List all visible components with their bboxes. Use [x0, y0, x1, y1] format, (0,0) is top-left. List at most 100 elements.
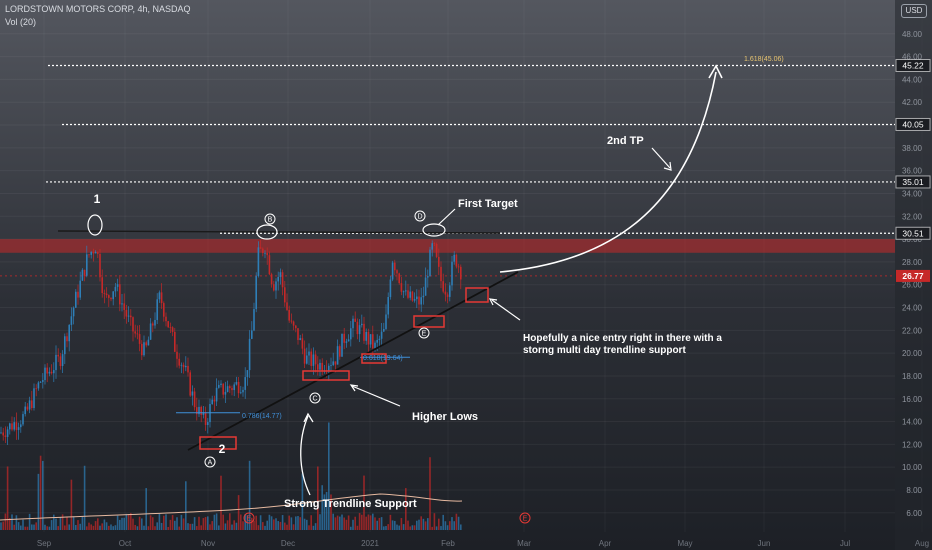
volume-bar — [440, 526, 442, 530]
candle-body — [136, 333, 139, 335]
volume-bar — [257, 525, 260, 530]
candle-body — [255, 276, 257, 310]
drawings — [57, 64, 723, 496]
volume-bar — [66, 516, 68, 530]
y-tick-label: 20.00 — [902, 349, 923, 358]
volume-bar — [48, 526, 51, 530]
candle-body — [372, 334, 374, 349]
volume-bar — [64, 525, 66, 530]
candle-body — [185, 365, 187, 368]
candle-body — [79, 280, 81, 298]
candle-body — [240, 392, 242, 394]
volume-bar — [147, 526, 150, 530]
candle-body — [169, 327, 172, 329]
wave-top-circle — [256, 224, 278, 240]
volume-bar — [127, 514, 130, 530]
volume-bar — [134, 524, 136, 530]
candle-body — [64, 336, 66, 355]
candle-body — [268, 255, 271, 275]
candle-body — [275, 281, 277, 291]
candle-body — [160, 292, 163, 304]
volume-bar — [193, 517, 196, 530]
candle-body — [17, 427, 20, 430]
volume-bar — [295, 516, 297, 530]
volume-bar — [354, 516, 356, 530]
volume-bar — [306, 519, 308, 530]
candle-body — [4, 435, 7, 437]
volume-bar — [290, 517, 293, 530]
resistance-zone-band — [0, 239, 895, 253]
candle-body — [455, 254, 458, 267]
candle-body — [341, 333, 343, 357]
time-axis[interactable]: Sep Oct Nov Dec 2021 Feb Mar Apr May Jun Jul Aug — [37, 539, 929, 548]
volume-bar — [83, 465, 86, 530]
candle-body — [88, 254, 90, 256]
volume-bar — [22, 519, 24, 530]
y-tick-label: 6.00 — [906, 509, 922, 518]
candle-body — [105, 293, 108, 296]
volume-bar — [435, 526, 438, 530]
entry-box — [302, 370, 350, 381]
volume-bar — [226, 520, 229, 530]
volume-bar — [310, 515, 312, 530]
volume-bar — [427, 518, 429, 530]
y-tick-label: 46.00 — [902, 53, 923, 62]
volume-bar — [79, 523, 81, 530]
volume-bar — [405, 488, 407, 530]
volume-bar — [33, 524, 35, 530]
candle-body — [55, 354, 57, 371]
candle-body — [431, 243, 433, 250]
y-tick-label: 10.00 — [902, 463, 923, 472]
currency-badge[interactable]: USD — [901, 4, 927, 18]
volume-bar — [345, 519, 348, 530]
volume-bar — [292, 524, 295, 530]
volume-bar — [312, 525, 315, 530]
chart-title: LORDSTOWN MOTORS CORP, 4h, NASDAQ — [5, 4, 191, 14]
volume-bar — [365, 516, 367, 530]
volume-bar — [138, 516, 141, 530]
volume-bar — [281, 515, 284, 530]
volume-bar — [35, 522, 37, 530]
y-tick-label: 18.00 — [902, 372, 923, 381]
x-tick-label: Jun — [758, 539, 771, 548]
volume-bar — [367, 514, 370, 530]
volume-bar — [121, 517, 123, 530]
volume-bar — [319, 514, 321, 530]
candle-body — [182, 364, 185, 368]
candle-body — [180, 364, 183, 366]
volume-bar — [105, 522, 108, 530]
volume-bar — [180, 514, 183, 530]
volume-bar — [99, 525, 101, 530]
annotation-strong-trendline: Strong Trendline Support — [284, 498, 417, 510]
volume-bar — [444, 521, 447, 530]
candle-body — [211, 399, 213, 405]
volume-bar — [455, 513, 458, 530]
candle-body — [449, 285, 451, 297]
candle-body — [356, 321, 359, 335]
volume-bar — [396, 524, 398, 530]
support-arrow — [300, 415, 311, 496]
candle-body — [59, 356, 62, 366]
price-axis[interactable]: 48.0046.0044.0042.0040.0038.0036.0034.00… — [895, 0, 932, 550]
volume-bar — [259, 515, 262, 530]
candle-body — [204, 412, 207, 425]
volume-bar — [174, 520, 176, 530]
fib-label: 1.618(45.06) — [744, 56, 784, 63]
volume-bar — [196, 526, 198, 530]
candle-body — [90, 251, 92, 255]
volume-indicator-label[interactable]: Vol (20) — [5, 17, 37, 27]
x-tick-label: Feb — [441, 539, 455, 548]
volume-bar — [31, 524, 33, 530]
candle-body — [352, 318, 354, 329]
candle-body — [385, 314, 387, 329]
volume-bar — [323, 494, 326, 530]
volume-bar — [50, 520, 53, 530]
volume-bar — [44, 524, 46, 530]
annotation-2nd-tp: 2nd TP — [607, 135, 644, 147]
volume-bar — [167, 526, 169, 530]
candle-body — [405, 290, 407, 292]
volume-bar — [218, 525, 220, 530]
volume-bar — [116, 515, 119, 530]
candle-body — [400, 283, 403, 292]
